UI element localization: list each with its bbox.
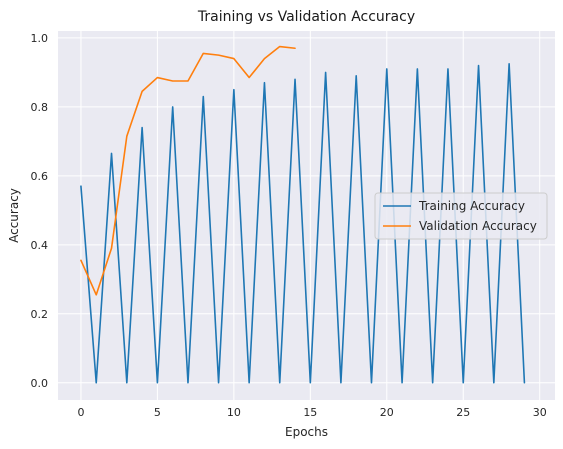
- series-line-validation-accuracy: [80, 45, 296, 296]
- series-lines: [80, 45, 526, 384]
- y-axis-label: Accuracy: [7, 188, 21, 243]
- x-tick-label: 10: [227, 406, 241, 419]
- x-tick-label: 20: [380, 406, 394, 419]
- x-tick-label: 5: [154, 406, 161, 419]
- x-tick-label: 25: [456, 406, 470, 419]
- y-tick-label: 0.0: [31, 377, 49, 390]
- chart-title: Training vs Validation Accuracy: [197, 9, 415, 25]
- y-tick-label: 0.6: [31, 170, 49, 183]
- axis-ticks: 0 5 10 15 20 25 30 0.0 0.2 0.4 0.6 0.8 1.0: [31, 32, 547, 419]
- x-tick-label: 0: [77, 406, 84, 419]
- legend-label: Training Accuracy: [418, 199, 525, 213]
- series-line-training-accuracy: [80, 62, 526, 384]
- y-tick-label: 1.0: [31, 32, 49, 45]
- x-tick-label: 30: [533, 406, 547, 419]
- y-tick-label: 0.8: [31, 101, 49, 114]
- legend-box: [374, 192, 548, 240]
- x-axis-label: Epochs: [285, 425, 328, 439]
- y-tick-label: 0.2: [31, 308, 49, 321]
- x-tick-label: 15: [303, 406, 317, 419]
- legend-label: Validation Accuracy: [419, 219, 537, 233]
- legend: Training Accuracy Validation Accuracy: [374, 192, 548, 240]
- y-tick-label: 0.4: [31, 239, 49, 252]
